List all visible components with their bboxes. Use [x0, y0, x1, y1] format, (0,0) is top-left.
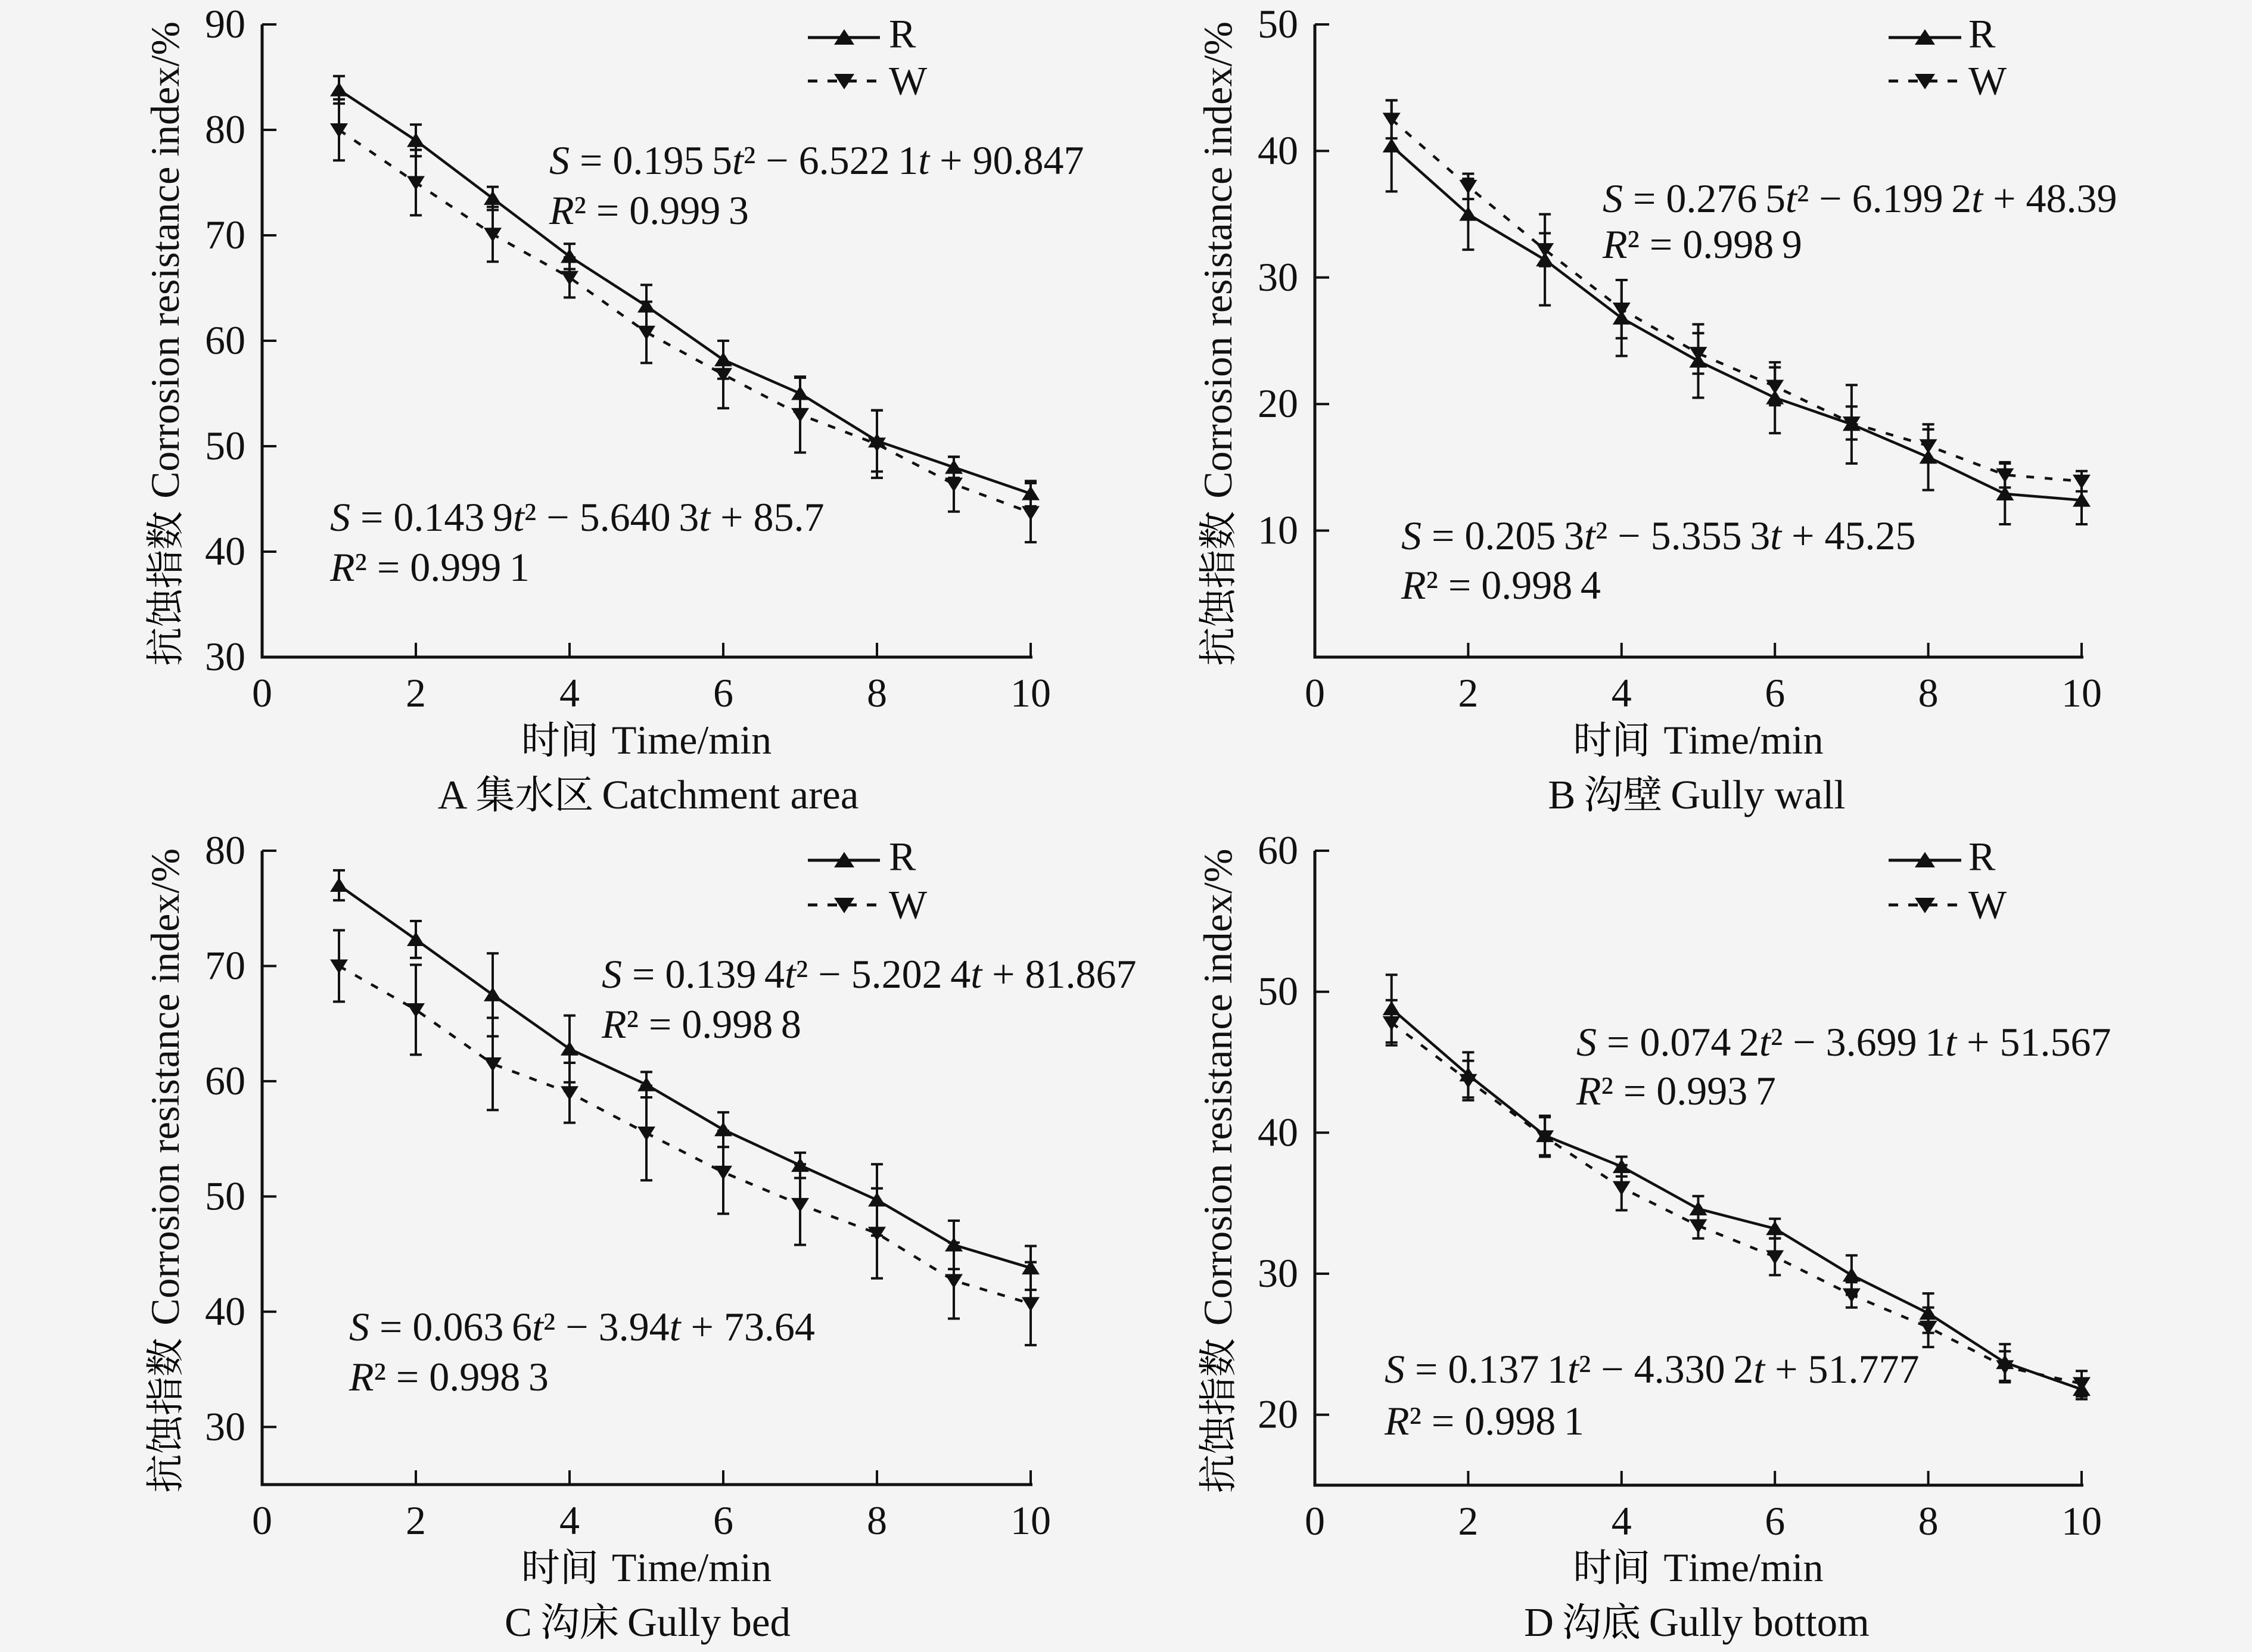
svg-text:30: 30 — [205, 634, 245, 679]
svg-text:2: 2 — [406, 670, 426, 715]
svg-text:S = 0.276 5t² − 6.199 2t + 48.: S = 0.276 5t² − 6.199 2t + 48.39 — [1603, 176, 2117, 221]
svg-text:6: 6 — [1765, 1498, 1785, 1544]
svg-text:20: 20 — [1258, 381, 1298, 426]
svg-text:R² = 0.999 1: R² = 0.999 1 — [329, 545, 530, 590]
svg-text:Corrosion resistance index/%: Corrosion resistance index/% — [1195, 849, 1240, 1326]
svg-text:Corrosion resistance index/%: Corrosion resistance index/% — [142, 21, 188, 499]
svg-text:S = 0.063 6t² − 3.94t + 73.64: S = 0.063 6t² − 3.94t + 73.64 — [349, 1304, 815, 1349]
svg-text:8: 8 — [867, 1498, 887, 1543]
svg-text:Time/min: Time/min — [1663, 717, 1823, 763]
svg-text:50: 50 — [1258, 969, 1298, 1014]
svg-text:Time/min: Time/min — [612, 717, 772, 763]
svg-text:60: 60 — [205, 1058, 245, 1103]
svg-text:8: 8 — [1918, 670, 1939, 715]
svg-text:20: 20 — [1258, 1392, 1298, 1437]
svg-text:R² = 0.999 3: R² = 0.999 3 — [549, 188, 749, 233]
svg-text:40: 40 — [1258, 1109, 1298, 1155]
svg-text:4: 4 — [1612, 670, 1632, 715]
svg-text:W: W — [1968, 58, 2007, 104]
svg-text:Time/min: Time/min — [1663, 1545, 1823, 1590]
svg-text:10: 10 — [1010, 1498, 1051, 1543]
svg-text:60: 60 — [205, 318, 245, 363]
svg-text:4: 4 — [1612, 1498, 1632, 1544]
svg-text:Gully bed: Gully bed — [627, 1600, 791, 1645]
svg-text:S = 0.137 1t² − 4.330 2t + 51.: S = 0.137 1t² − 4.330 2t + 51.777 — [1385, 1346, 1920, 1392]
svg-text:S = 0.143 9t² − 5.640 3t + 85.: S = 0.143 9t² − 5.640 3t + 85.7 — [330, 494, 825, 540]
svg-text:Gully bottom: Gully bottom — [1649, 1600, 1870, 1645]
svg-text:70: 70 — [205, 943, 245, 988]
svg-text:2: 2 — [1458, 1498, 1478, 1544]
svg-text:0: 0 — [1305, 1498, 1325, 1544]
svg-text:Corrosion resistance index/%: Corrosion resistance index/% — [1195, 21, 1240, 499]
svg-text:C: C — [505, 1600, 532, 1645]
svg-text:A: A — [438, 772, 468, 817]
svg-text:10: 10 — [2061, 1498, 2102, 1544]
svg-text:6: 6 — [713, 670, 733, 715]
svg-text:Gully wall: Gully wall — [1671, 772, 1845, 817]
svg-text:10: 10 — [2061, 670, 2102, 715]
svg-text:S = 0.074 2t² − 3.699 1t + 51.: S = 0.074 2t² − 3.699 1t + 51.567 — [1576, 1019, 2111, 1065]
svg-text:60: 60 — [1258, 827, 1298, 873]
svg-text:70: 70 — [205, 212, 245, 257]
svg-text:40: 40 — [205, 1289, 245, 1334]
svg-text:90: 90 — [205, 1, 245, 46]
svg-text:Corrosion resistance index/%: Corrosion resistance index/% — [142, 848, 188, 1326]
svg-text:4: 4 — [559, 670, 580, 715]
svg-text:40: 40 — [205, 528, 245, 574]
svg-text:R: R — [1968, 11, 1996, 57]
svg-text:50: 50 — [205, 423, 245, 468]
svg-text:W: W — [889, 58, 928, 104]
svg-text:0: 0 — [252, 1498, 272, 1543]
svg-text:10: 10 — [1258, 508, 1298, 553]
svg-text:30: 30 — [1258, 254, 1298, 300]
svg-text:30: 30 — [205, 1404, 245, 1449]
svg-text:50: 50 — [205, 1173, 245, 1218]
svg-text:R: R — [889, 11, 916, 57]
svg-text:Time/min: Time/min — [612, 1545, 772, 1590]
svg-text:2: 2 — [406, 1498, 426, 1543]
svg-text:80: 80 — [205, 107, 245, 152]
svg-text:Catchment area: Catchment area — [602, 772, 859, 817]
svg-text:80: 80 — [205, 827, 245, 873]
svg-text:8: 8 — [867, 670, 887, 715]
svg-text:R² = 0.993 7: R² = 0.993 7 — [1576, 1068, 1776, 1113]
svg-text:6: 6 — [713, 1498, 733, 1543]
svg-text:B: B — [1548, 772, 1575, 817]
svg-text:4: 4 — [559, 1498, 580, 1543]
svg-text:50: 50 — [1258, 1, 1298, 46]
svg-text:R² = 0.998 4: R² = 0.998 4 — [1401, 562, 1601, 608]
svg-text:R: R — [1968, 834, 1996, 879]
svg-text:R² = 0.998 8: R² = 0.998 8 — [601, 1001, 801, 1047]
svg-text:40: 40 — [1258, 127, 1298, 173]
svg-text:0: 0 — [1305, 670, 1325, 715]
svg-text:W: W — [889, 882, 928, 928]
svg-text:W: W — [1968, 882, 2007, 928]
svg-text:R² = 0.998 1: R² = 0.998 1 — [1384, 1398, 1584, 1443]
svg-text:2: 2 — [1458, 670, 1478, 715]
svg-text:S = 0.139 4t² − 5.202 4t + 81.: S = 0.139 4t² − 5.202 4t + 81.867 — [602, 951, 1137, 997]
svg-text:R² = 0.998 3: R² = 0.998 3 — [349, 1354, 549, 1399]
svg-text:10: 10 — [1010, 670, 1051, 715]
svg-text:R: R — [889, 834, 916, 879]
svg-text:8: 8 — [1918, 1498, 1939, 1544]
svg-text:R² = 0.998 9: R² = 0.998 9 — [1602, 222, 1802, 267]
svg-text:D: D — [1524, 1600, 1554, 1645]
svg-text:0: 0 — [252, 670, 272, 715]
svg-text:6: 6 — [1765, 670, 1785, 715]
svg-text:30: 30 — [1258, 1250, 1298, 1296]
svg-text:S = 0.195 5t² − 6.522 1t + 90.: S = 0.195 5t² − 6.522 1t + 90.847 — [549, 138, 1084, 183]
svg-text:S = 0.205 3t² − 5.355 3t + 45.: S = 0.205 3t² − 5.355 3t + 45.25 — [1401, 513, 1916, 558]
